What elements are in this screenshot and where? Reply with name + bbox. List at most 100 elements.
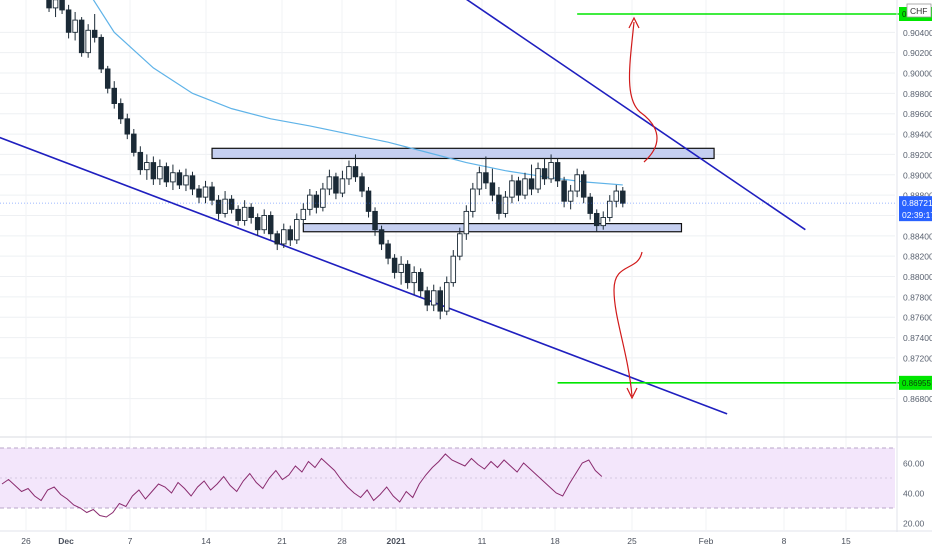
price-tick-label: 0.88200 <box>903 252 932 262</box>
candle-body-down <box>98 36 104 70</box>
candle-body-down <box>124 118 131 135</box>
candle-body-down <box>313 194 320 208</box>
candle-body-down <box>593 212 600 227</box>
candle-body-down <box>235 208 241 222</box>
currency-label: CHF <box>910 6 927 16</box>
candle-body-up <box>457 233 463 257</box>
candle-body-up <box>470 188 476 212</box>
candle-body-up <box>72 19 78 33</box>
zones-layer <box>211 147 715 233</box>
currency-badge <box>906 3 932 18</box>
support-zone <box>302 223 683 233</box>
candle <box>346 160 352 185</box>
price-tick-label: 0.86800 <box>903 394 932 404</box>
candle <box>189 171 196 196</box>
candle-body-up <box>326 176 333 190</box>
bottom-target-badge <box>899 375 932 390</box>
rsi-line <box>1 453 603 518</box>
rsi-pane <box>1 453 603 518</box>
candle-body-down <box>587 196 593 214</box>
rsi-tick-label: 40.00 <box>903 489 925 499</box>
price-tick-label: 0.89800 <box>903 89 932 99</box>
candle <box>111 81 117 109</box>
candle-body-up <box>202 186 209 198</box>
candle <box>483 156 489 190</box>
candle-body-up <box>430 290 437 306</box>
candle <box>59 0 65 14</box>
candle <box>502 191 509 218</box>
price-tick-label: 0.89400 <box>903 130 932 140</box>
candle-body-up <box>411 271 417 284</box>
candle-body-down <box>118 103 124 120</box>
candle <box>607 195 613 222</box>
time-tick-label: 2021 <box>387 536 406 546</box>
candle <box>137 146 144 175</box>
down-arrow-line <box>613 251 643 397</box>
candle <box>183 168 189 192</box>
candle <box>463 205 470 240</box>
candle <box>450 250 457 287</box>
candle <box>541 158 548 185</box>
rsi-tick-label: 20.00 <box>903 519 925 529</box>
price-tick-label: 0.87400 <box>903 333 932 343</box>
candle <box>91 14 98 43</box>
candle-body-down <box>65 9 72 33</box>
candle-body-down <box>372 210 378 231</box>
price-tick-label: 0.88800 <box>903 191 932 201</box>
candle-body-down <box>137 151 144 171</box>
candle-body-down <box>333 176 339 194</box>
channel-lower-line <box>0 136 728 415</box>
candle-body-up <box>300 208 307 220</box>
candle <box>131 128 137 157</box>
candle <box>65 4 72 39</box>
candle <box>567 184 574 210</box>
candle-body-down <box>378 229 385 245</box>
candle-body-down <box>391 257 398 273</box>
candle <box>157 159 163 185</box>
candle-body-down <box>580 174 587 198</box>
candle <box>215 195 222 220</box>
candle-body-down <box>620 190 626 204</box>
candle-body-up <box>281 229 287 245</box>
candle <box>235 205 241 226</box>
candle-body-down <box>78 19 85 54</box>
candle <box>46 0 52 12</box>
candle-body-down <box>352 166 359 178</box>
price-tick-label: 0.89000 <box>903 170 932 180</box>
current-price-badge <box>899 196 932 222</box>
candle <box>85 24 91 58</box>
candle <box>241 200 248 226</box>
candle <box>104 65 111 94</box>
rsi-tick-label: 60.00 <box>903 459 925 469</box>
candle-body-down <box>496 194 502 214</box>
candle <box>372 207 378 236</box>
candle <box>222 191 228 218</box>
candle <box>424 286 430 312</box>
candle-body-down <box>189 175 196 190</box>
candle-body-up <box>241 206 248 222</box>
price-tick-label: 0.87800 <box>903 292 932 302</box>
candle-body-down <box>91 29 98 38</box>
candle-body-up <box>170 172 176 183</box>
candle-body-down <box>528 178 535 190</box>
up-arrow-line <box>628 21 658 163</box>
candle <box>326 169 333 196</box>
time-tick-label: 15 <box>841 536 851 546</box>
candle-body-up <box>294 219 300 241</box>
candle-body-down <box>215 199 222 214</box>
candle <box>118 98 124 124</box>
time-axis[interactable]: 26 Dec 7 14 21 28 2021 11 18 25 Feb 8 15 <box>0 530 932 546</box>
candle-body-down <box>287 229 294 241</box>
candle <box>620 186 626 208</box>
time-tick-label: 7 <box>128 536 133 546</box>
candle <box>398 256 404 285</box>
candle-body-down <box>111 87 117 104</box>
candle <box>352 154 359 182</box>
candle <box>52 0 59 18</box>
candle <box>417 268 424 297</box>
candle-body-up <box>567 190 574 202</box>
candle-body-down <box>515 180 522 196</box>
arrows-layer <box>613 16 658 400</box>
time-tick-label: 11 <box>478 536 487 546</box>
